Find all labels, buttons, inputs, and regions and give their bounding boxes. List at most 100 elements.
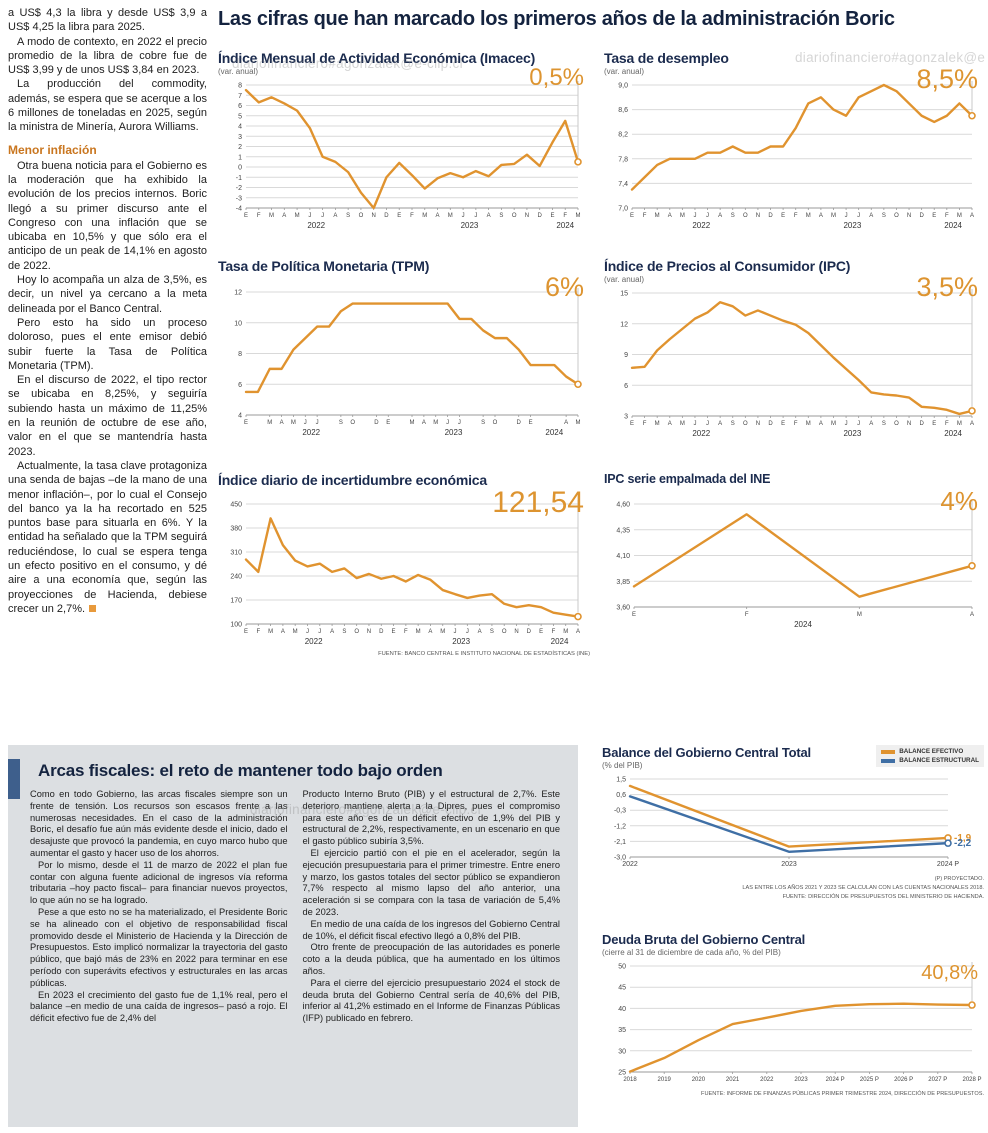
svg-text:1,5: 1,5 [616,777,626,784]
svg-text:450: 450 [230,502,242,509]
svg-text:F: F [945,213,949,219]
paragraph: El ejercicio partió con el pie en el ace… [302,847,561,917]
svg-text:J: J [857,213,860,219]
svg-text:M: M [433,420,438,426]
svg-text:S: S [342,629,346,635]
svg-text:J: J [304,420,307,426]
svg-text:M: M [576,213,581,219]
svg-text:N: N [525,213,529,219]
svg-text:O: O [743,421,748,427]
svg-text:2023: 2023 [843,221,861,230]
svg-text:M: M [268,629,273,635]
svg-text:8: 8 [238,351,242,358]
svg-text:M: M [422,213,427,219]
svg-text:A: A [819,421,823,427]
svg-text:7,0: 7,0 [618,206,628,213]
chart-tpm: Tasa de Política Monetaria (TPM) 6% 12 10… [218,258,590,466]
svg-text:-1,2: -1,2 [614,823,626,830]
paragraph: Producto Interno Bruto (PIB) y el estruc… [302,789,561,847]
section-subhead: Menor inflación [8,142,97,157]
svg-text:2020: 2020 [692,1077,706,1083]
paragraph: Pese a que esto no se ha materializado, … [30,906,288,988]
svg-text:4: 4 [238,124,242,131]
chart-source: FUENTE: BANCO CENTRAL E INSTITUTO NACION… [378,651,590,657]
page-title: Las cifras que han marcado los primeros … [218,8,895,30]
fiscal-article-panel: Arcas fiscales: el reto de mantener todo… [8,745,578,1127]
svg-text:O: O [502,629,507,635]
paragraph: En medio de una caída de los ingresos de… [302,918,561,941]
svg-text:9: 9 [624,352,628,359]
svg-text:M: M [680,421,685,427]
svg-text:F: F [643,213,647,219]
svg-text:2024: 2024 [944,221,962,230]
svg-text:M: M [857,612,862,618]
svg-text:M: M [563,629,568,635]
svg-text:15: 15 [620,291,628,298]
svg-text:E: E [244,213,248,219]
svg-text:M: M [957,213,962,219]
footnote: FUENTE: DIRECCIÓN DE PRESUPUESTOS DEL MI… [782,893,984,900]
svg-text:2022: 2022 [307,221,325,230]
legend-label: BALANCE ESTRUCTURAL [899,757,979,764]
svg-text:A: A [869,213,873,219]
chart-plot: 1,5 0,6 -0,3 -1,2 -2,1 -3,0 2022 2023 2024 P -1,9… [602,773,984,873]
svg-text:2024: 2024 [944,429,962,438]
svg-text:2022: 2022 [302,428,320,437]
svg-text:J: J [693,213,696,219]
svg-text:O: O [743,213,748,219]
article-title: Arcas fiscales: el reto de mantener todo… [38,761,443,780]
svg-text:O: O [350,420,355,426]
footnote: (P) PROYECTADO. [934,876,984,882]
svg-text:8,6: 8,6 [618,107,628,114]
svg-text:A: A [436,213,440,219]
svg-text:S: S [499,213,503,219]
chart-subtitle: (var. anual) [604,275,645,284]
svg-text:-1: -1 [236,175,242,182]
svg-text:M: M [291,420,296,426]
svg-text:-3,0: -3,0 [614,855,626,862]
svg-text:2024 P: 2024 P [826,1077,845,1083]
chart-plot: 450 380 310 240 170 100 E F M A M J J A S O N D E F M A M J J A S O… [218,498,590,650]
svg-text:2024: 2024 [794,620,812,629]
footnote: LAS ENTRE LOS AÑOS 2021 Y 2023 SE CALCUL… [742,884,984,891]
svg-text:N: N [372,213,376,219]
svg-text:S: S [882,421,886,427]
svg-text:N: N [756,421,760,427]
svg-text:A: A [487,213,491,219]
svg-text:4: 4 [238,413,242,420]
svg-text:A: A [668,421,672,427]
svg-text:F: F [794,213,798,219]
svg-text:D: D [517,420,522,426]
svg-text:E: E [932,213,936,219]
svg-text:-0,3: -0,3 [614,808,626,815]
svg-text:E: E [529,420,533,426]
paragraph: Pero esto ha sido un proceso doloroso, p… [8,316,207,372]
chart-plot: 8 7 6 5 4 3 2 1 0 -1 -2 -3 -4 E F M A M J J A S O N D E F M A M J J A S O N… [218,79,590,234]
svg-text:2027 P: 2027 P [928,1077,947,1083]
chart-legend: BALANCE EFECTIVO BALANCE ESTRUCTURAL [876,745,984,767]
chart-footnotes: FUENTE: INFORME DE FINANZAS PÚBLICAS PRI… [602,1090,984,1099]
svg-text:F: F [257,213,261,219]
svg-text:170: 170 [230,598,242,605]
svg-text:F: F [745,612,749,618]
svg-text:D: D [538,213,543,219]
svg-text:S: S [481,420,485,426]
svg-text:J: J [308,213,311,219]
svg-text:2023: 2023 [445,428,463,437]
paragraph: Hoy lo acompaña un alza de 3,5%, es deci… [8,274,207,315]
svg-text:M: M [655,213,660,219]
svg-text:2021: 2021 [726,1077,740,1083]
svg-text:M: M [293,629,298,635]
svg-text:O: O [493,420,498,426]
svg-text:M: M [295,213,300,219]
svg-text:40: 40 [618,1006,626,1013]
heading-accent-bar [8,759,20,799]
svg-text:D: D [527,629,532,635]
legend-swatch-efectivo [881,749,896,754]
svg-text:D: D [768,213,773,219]
svg-text:A: A [333,213,337,219]
svg-text:M: M [267,420,272,426]
svg-text:N: N [367,629,371,635]
svg-text:S: S [339,420,343,426]
